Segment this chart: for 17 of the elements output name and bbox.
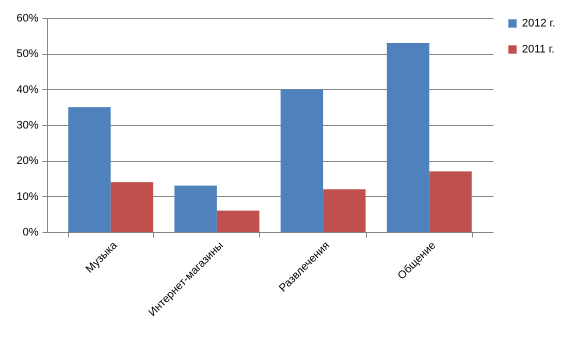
bar [174,186,217,232]
y-tick-label: 0% [22,226,39,238]
legend-label: 2011 г. [522,44,554,56]
bar [386,42,430,232]
bar [110,182,154,232]
y-tick-label: 30% [16,120,39,132]
y-tick-label: 60% [16,12,39,24]
bar [429,171,472,232]
bar [323,189,366,232]
bar [68,107,111,232]
legend-label: 2012 г. [522,18,556,30]
bar [216,210,260,232]
y-tick-label: 10% [16,190,39,203]
y-tick-label: 20% [16,155,39,168]
y-tick-label: 40% [16,84,39,96]
y-tick-label: 50% [16,48,39,60]
bar [280,89,324,232]
